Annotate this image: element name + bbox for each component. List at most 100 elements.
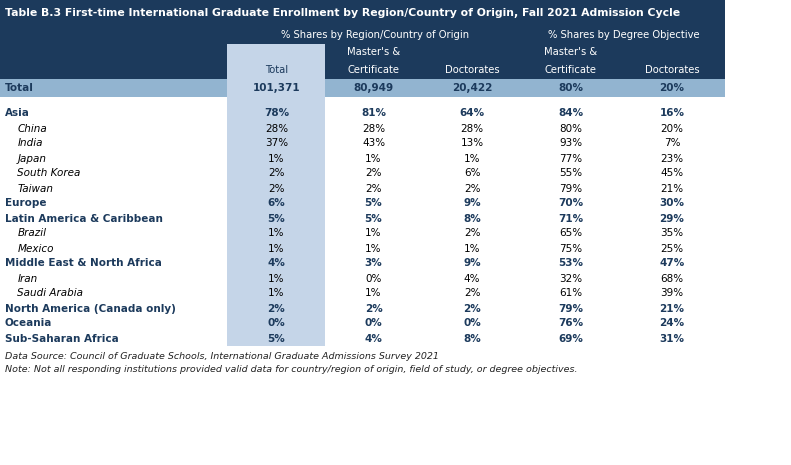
Bar <box>0 271 725 286</box>
Bar <box>0 0 725 26</box>
Bar <box>0 316 725 331</box>
Text: 43%: 43% <box>362 139 385 148</box>
Text: 23%: 23% <box>660 153 683 164</box>
Text: 1%: 1% <box>268 244 285 253</box>
Text: 31%: 31% <box>660 333 684 344</box>
Bar <box>0 136 725 151</box>
Text: 45%: 45% <box>660 168 683 179</box>
Text: 76%: 76% <box>558 319 583 328</box>
Text: Master's &: Master's & <box>544 47 597 58</box>
Text: Data Source: Council of Graduate Schools, International Graduate Admissions Surv: Data Source: Council of Graduate Schools… <box>5 352 438 361</box>
Text: 29%: 29% <box>660 213 684 224</box>
Text: 5%: 5% <box>267 333 286 344</box>
Text: 30%: 30% <box>660 199 684 208</box>
Text: 55%: 55% <box>559 168 582 179</box>
Text: 2%: 2% <box>464 304 481 313</box>
Bar <box>227 196 325 211</box>
Text: 64%: 64% <box>460 108 485 119</box>
Text: 20%: 20% <box>660 124 683 133</box>
Text: 24%: 24% <box>660 319 684 328</box>
Text: 101,371: 101,371 <box>252 83 300 93</box>
Text: 5%: 5% <box>365 199 382 208</box>
Text: Saudi Arabia: Saudi Arabia <box>17 288 83 299</box>
Text: India: India <box>17 139 43 148</box>
Bar <box>227 97 325 106</box>
Text: 75%: 75% <box>559 244 582 253</box>
Bar <box>227 181 325 196</box>
Text: Note: Not all responding institutions provided valid data for country/region of : Note: Not all responding institutions pr… <box>5 365 577 374</box>
Text: 6%: 6% <box>464 168 480 179</box>
Text: 2%: 2% <box>267 304 286 313</box>
Text: 8%: 8% <box>464 213 481 224</box>
Text: Latin America & Caribbean: Latin America & Caribbean <box>5 213 162 224</box>
Text: 0%: 0% <box>365 273 382 284</box>
Text: 80%: 80% <box>559 124 582 133</box>
Text: Asia: Asia <box>5 108 29 119</box>
Text: 1%: 1% <box>268 273 285 284</box>
Text: 1%: 1% <box>365 244 382 253</box>
Bar <box>0 106 725 121</box>
Bar <box>227 79 325 97</box>
Bar <box>0 211 725 226</box>
Text: Doctorates: Doctorates <box>445 65 499 75</box>
Text: Doctorates: Doctorates <box>645 65 699 75</box>
Text: 20%: 20% <box>660 83 684 93</box>
Bar <box>227 106 325 121</box>
Text: Europe: Europe <box>5 199 46 208</box>
Text: 0%: 0% <box>464 319 481 328</box>
Bar <box>0 196 725 211</box>
Text: 1%: 1% <box>464 244 480 253</box>
Text: 93%: 93% <box>559 139 582 148</box>
Text: % Shares by Region/Country of Origin: % Shares by Region/Country of Origin <box>281 30 469 40</box>
Text: Japan: Japan <box>17 153 47 164</box>
Text: 20,422: 20,422 <box>452 83 492 93</box>
Text: 1%: 1% <box>268 228 285 239</box>
Text: 25%: 25% <box>660 244 683 253</box>
Text: 1%: 1% <box>365 288 382 299</box>
Text: 2%: 2% <box>365 168 382 179</box>
Bar <box>0 26 725 44</box>
Text: 77%: 77% <box>559 153 582 164</box>
Text: Mexico: Mexico <box>17 244 54 253</box>
Text: 39%: 39% <box>660 288 683 299</box>
Bar <box>227 166 325 181</box>
Text: 1%: 1% <box>365 228 382 239</box>
Bar <box>0 226 725 241</box>
Text: 32%: 32% <box>559 273 582 284</box>
Bar <box>0 61 725 79</box>
Text: 71%: 71% <box>558 213 583 224</box>
Text: 2%: 2% <box>365 304 382 313</box>
Text: 13%: 13% <box>460 139 483 148</box>
Bar <box>227 271 325 286</box>
Text: 4%: 4% <box>464 273 480 284</box>
Text: 7%: 7% <box>664 139 680 148</box>
Text: 9%: 9% <box>464 199 481 208</box>
Text: 80%: 80% <box>558 83 583 93</box>
Text: 1%: 1% <box>268 288 285 299</box>
Text: 47%: 47% <box>659 259 684 268</box>
Text: 61%: 61% <box>559 288 582 299</box>
Bar <box>0 241 725 256</box>
Text: 78%: 78% <box>263 108 289 119</box>
Text: 6%: 6% <box>267 199 286 208</box>
Text: North America (Canada only): North America (Canada only) <box>5 304 176 313</box>
Text: Middle East & North Africa: Middle East & North Africa <box>5 259 161 268</box>
Text: 69%: 69% <box>558 333 583 344</box>
Text: 2%: 2% <box>365 184 382 193</box>
Text: 28%: 28% <box>265 124 288 133</box>
Bar <box>227 256 325 271</box>
Text: 81%: 81% <box>361 108 386 119</box>
Text: Oceania: Oceania <box>5 319 52 328</box>
Text: Sub-Saharan Africa: Sub-Saharan Africa <box>5 333 119 344</box>
Text: 8%: 8% <box>464 333 481 344</box>
Text: % Shares by Degree Objective: % Shares by Degree Objective <box>548 30 699 40</box>
Text: Iran: Iran <box>17 273 38 284</box>
Bar <box>0 121 725 136</box>
Text: Total: Total <box>265 65 288 75</box>
Bar <box>227 44 325 61</box>
Bar <box>0 181 725 196</box>
Text: China: China <box>17 124 47 133</box>
Text: 80,949: 80,949 <box>354 83 394 93</box>
Bar <box>0 151 725 166</box>
Text: 2%: 2% <box>268 184 285 193</box>
